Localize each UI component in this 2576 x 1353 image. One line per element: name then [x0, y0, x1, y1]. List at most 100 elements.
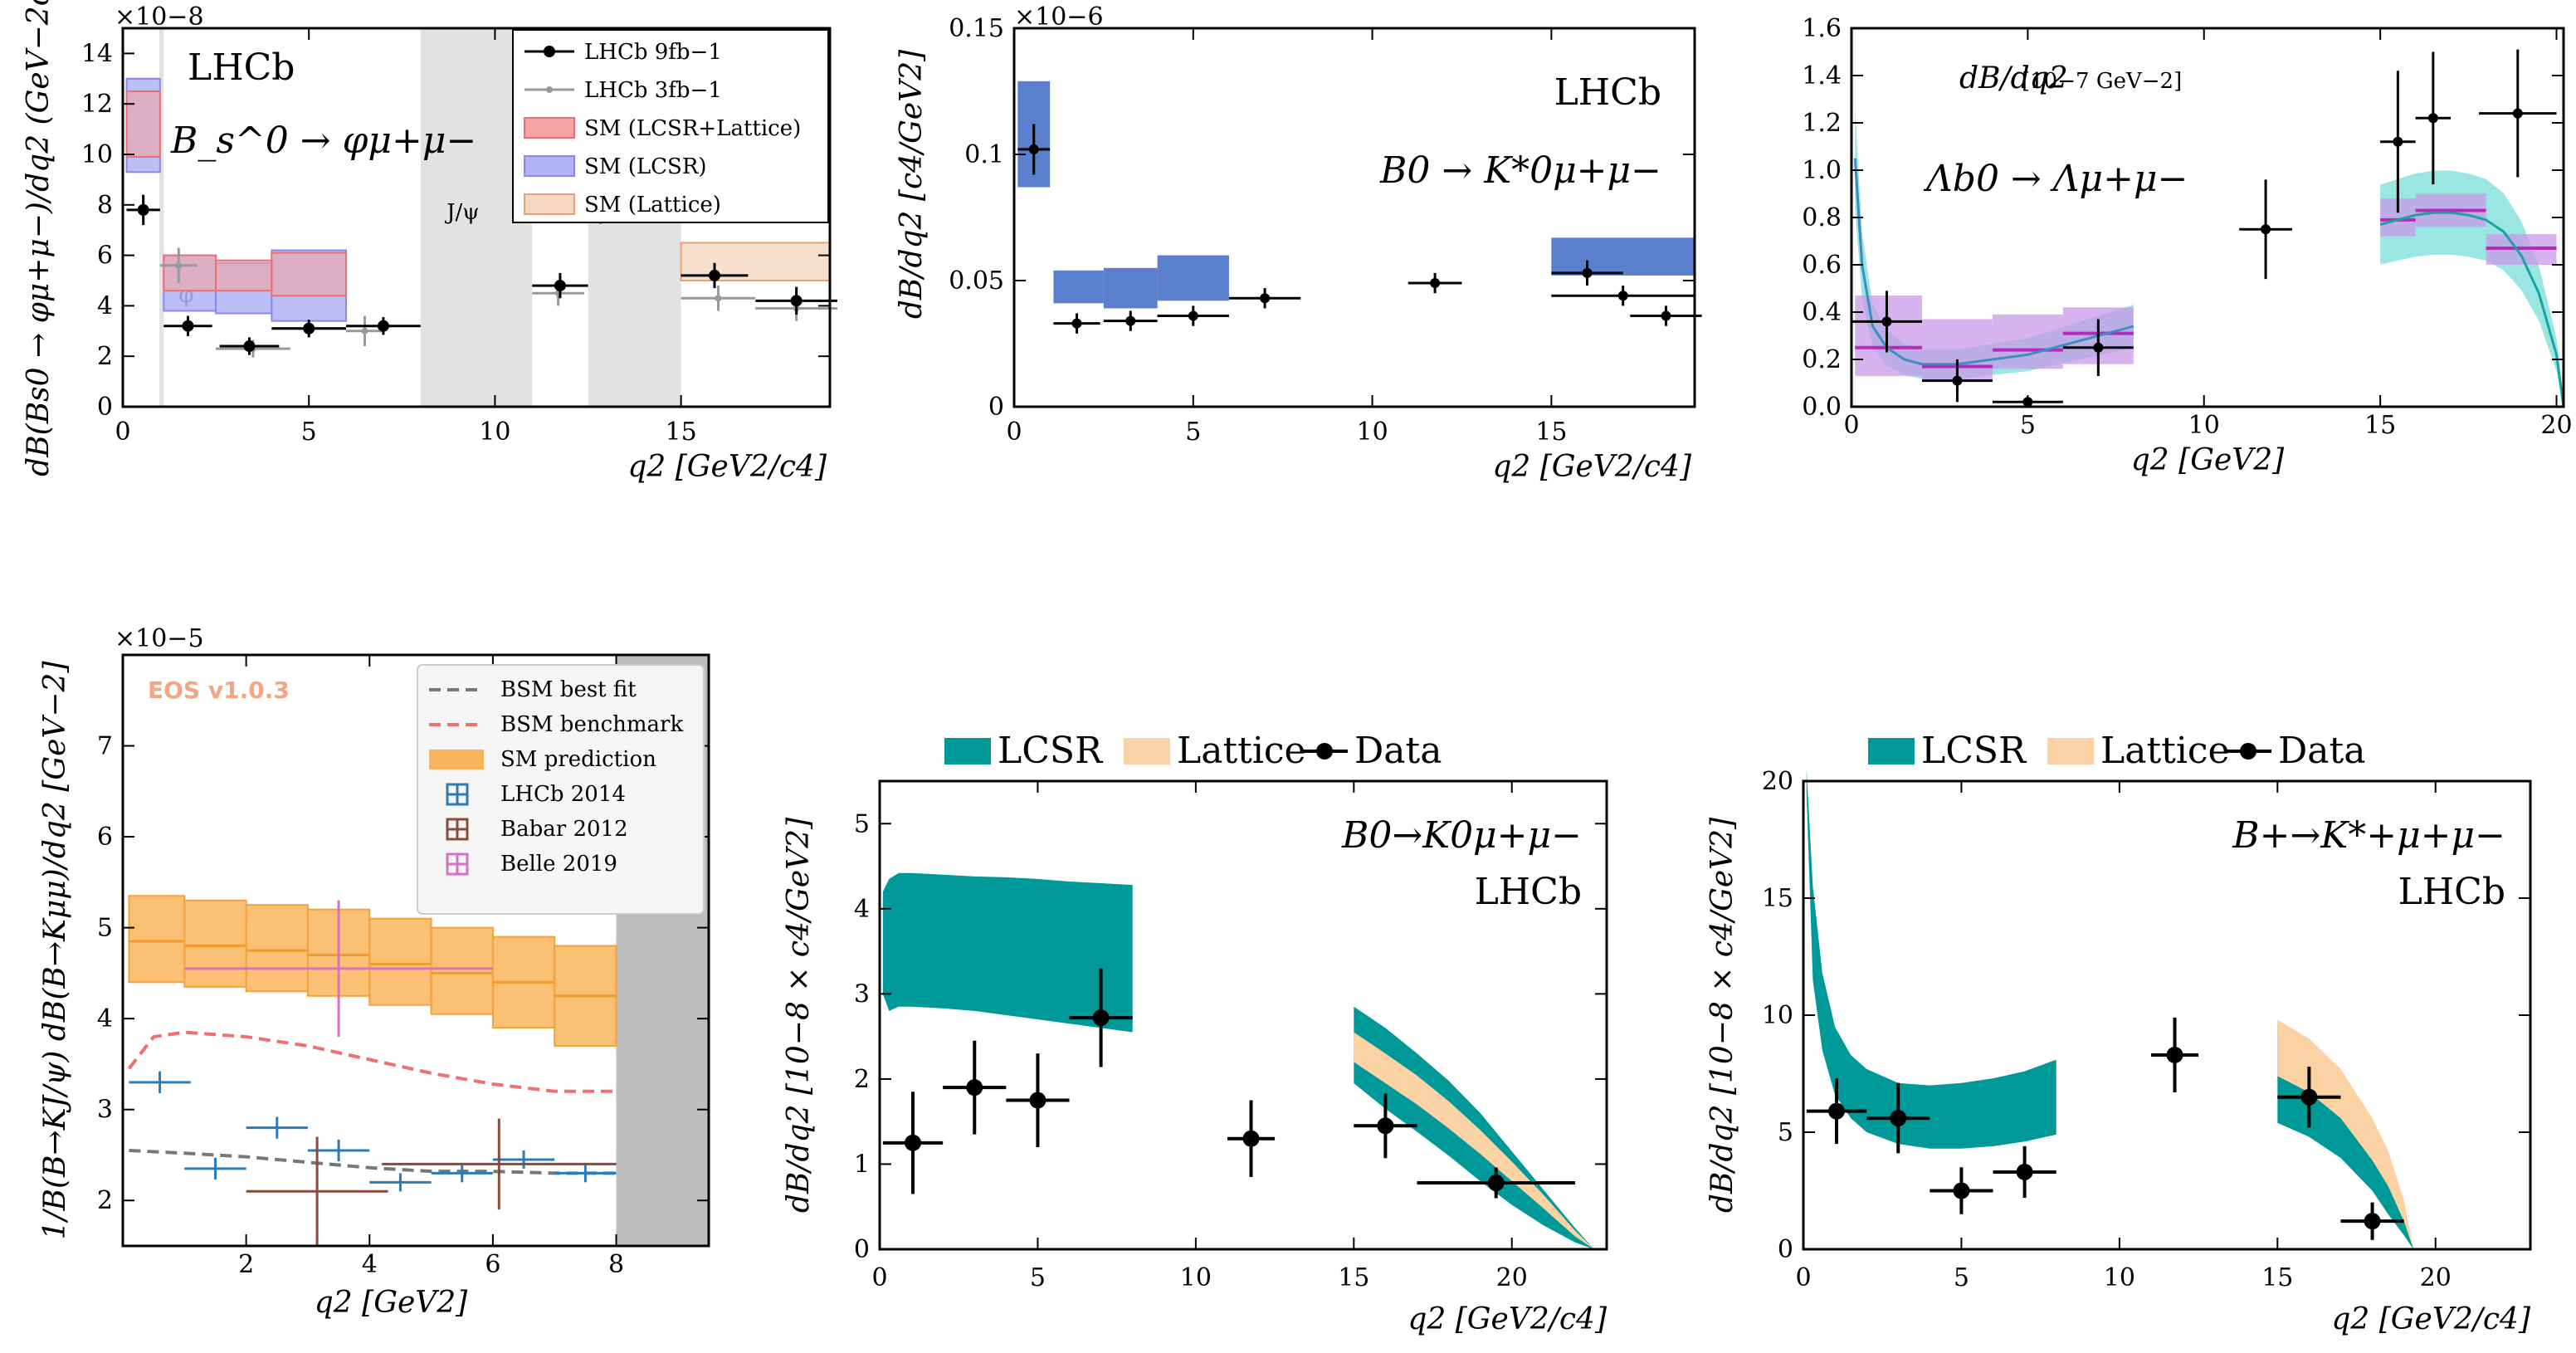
y-tick-label: 0.0	[1802, 393, 1842, 422]
bsm-bestfit-curve	[129, 1148, 617, 1175]
plot-frame	[878, 779, 1608, 1251]
y-tick-label: 1.4	[1802, 61, 1842, 90]
ylabel-fraction: dB/dq2	[1959, 61, 2068, 95]
sm-bin	[245, 904, 309, 993]
legend-entry: BSM benchmark	[500, 712, 683, 737]
legend-swatch	[429, 750, 484, 769]
legend-entry: SM prediction	[500, 747, 656, 772]
data-point-marker	[1953, 1182, 1970, 1199]
x-tick-label: 15	[2364, 411, 2396, 440]
chart-lb-lmumu: 0 5 10 15 20 0.0 0.2 0.4 0.6 0.8 1.0 1.2 1.4 1.6 dB/dq…	[1802, 14, 2572, 477]
y-tick-label: 20	[1762, 767, 1793, 796]
legend-entry: Data	[2278, 730, 2365, 772]
y-tick-label: 10	[81, 140, 113, 169]
band-sm-combined	[163, 254, 217, 292]
plot-frame	[121, 27, 832, 408]
x-tick-label: 20	[2420, 1263, 2452, 1292]
ylabel-unit: [10−7 GeV−2]	[2022, 69, 2182, 94]
data-point-marker	[1952, 375, 1963, 386]
y-axis-label: dB/dq2 [c4/GeV2]	[895, 49, 929, 319]
x-tick-label: 15	[666, 418, 697, 447]
y-tick-label: 5	[97, 914, 113, 943]
legend-swatch	[524, 155, 575, 177]
data-point-marker	[2427, 113, 2438, 124]
y-tick-label: 0.6	[1802, 251, 1842, 280]
sm-bin	[368, 917, 432, 1006]
lcsr-band-low	[882, 872, 1133, 1033]
y-tick-label: 5	[1778, 1118, 1793, 1147]
y-tick-label: 6	[97, 242, 113, 271]
band-sm	[1103, 267, 1158, 309]
x-tick-label: 5	[2020, 411, 2036, 440]
sm-bin	[430, 926, 494, 1015]
data-point-marker	[2364, 1213, 2381, 1230]
y-tick-label: 4	[97, 1004, 113, 1033]
legend-entry: SM (Lattice)	[584, 193, 721, 217]
y-tick-label: 1.0	[1802, 156, 1842, 185]
lcsr-band-low	[1806, 769, 2056, 1149]
x-tick-label: 0	[1795, 1263, 1811, 1292]
y-axis-label: dB/dq2 [10−8 × c4/GeV2]	[782, 817, 816, 1213]
x-tick-label: 10	[1180, 1263, 1212, 1292]
y-tick-label: 7	[97, 732, 113, 761]
x-tick-label: 10	[2104, 1263, 2135, 1292]
x-tick-label: 6	[485, 1250, 500, 1279]
x-axis-label: q2 [GeV2/c4]	[2331, 1302, 2531, 1336]
legend-swatch-lcsr	[944, 738, 991, 764]
lattice-band	[1354, 1032, 1594, 1249]
legend-entry: LHCb 9fb−1	[584, 40, 722, 65]
plot-frame	[1012, 27, 1696, 408]
x-tick-label: 20	[2540, 411, 2572, 440]
x-tick-label: 15	[1338, 1263, 1369, 1292]
data-point-marker	[1890, 1110, 1907, 1127]
data-point-marker	[2393, 136, 2403, 147]
y-tick-label: 10	[1762, 1001, 1793, 1030]
data-point-marker	[1430, 278, 1441, 289]
band-sm-lattice	[680, 242, 832, 281]
x-tick-label: 10	[479, 418, 510, 447]
data-point-marker	[1881, 316, 1892, 327]
legend-swatch	[524, 117, 575, 139]
x-axis-label: q2 [GeV2]	[315, 1286, 468, 1320]
data-point-marker	[1377, 1117, 1394, 1135]
y-tick-label: 0.8	[1802, 203, 1842, 232]
lattice-bin	[1992, 314, 2063, 369]
data-point-marker	[1242, 1130, 1260, 1147]
point-lhcb9-marker	[377, 320, 389, 332]
y-tick-label: 6	[97, 823, 113, 852]
data-point-marker	[1029, 1092, 1046, 1109]
x-tick-label: 8	[608, 1250, 624, 1279]
legend-entry: SM (LCSR+Lattice)	[584, 116, 801, 141]
legend-entry: LHCb 2014	[500, 782, 626, 807]
sm-bin	[128, 895, 186, 984]
point-lhcb9-marker	[243, 340, 256, 353]
y-tick-label: 0	[97, 393, 113, 422]
band-sm	[1157, 255, 1229, 301]
y-tick-label: 0.15	[949, 14, 1004, 43]
veto-region	[159, 28, 164, 407]
data-point-marker	[1260, 293, 1271, 304]
y-axis-label: dB/dq2 [10−8 × c4/GeV2]	[1705, 817, 1739, 1213]
legend-entry: Babar 2012	[500, 817, 628, 842]
legend-entry: LCSR	[998, 730, 1104, 772]
lattice-band	[2277, 1019, 2414, 1249]
legend-entry: SM (LCSR)	[584, 154, 707, 179]
data-point-marker	[2300, 1088, 2318, 1106]
decay-title: B+→K*+μ+μ−	[2232, 814, 2505, 857]
data-point-marker	[966, 1079, 983, 1097]
point-lhcb9-marker	[708, 269, 720, 281]
x-tick-label: 15	[2261, 1263, 2293, 1292]
x-axis-label: q2 [GeV2/c4]	[1408, 1302, 1608, 1336]
band-sm-combined	[271, 252, 348, 297]
data-point-marker	[1125, 315, 1136, 326]
legend-entry: Lattice	[2100, 730, 2230, 772]
chart-bp-kstpmumu: 0 5 10 15 20 0 5 10 15 20 B+→K*+μ+μ− LHCb q2 [GeV2/c…	[1705, 730, 2532, 1336]
lhcb-label: LHCb	[2398, 871, 2505, 913]
y-exponent: ×10−8	[115, 2, 204, 32]
x-tick-label: 5	[1030, 1263, 1046, 1292]
legend-dot	[544, 46, 555, 57]
legend-swatch-lattice	[1124, 738, 1170, 764]
y-exponent: ×10−6	[1014, 2, 1104, 32]
x-tick-label: 10	[1356, 418, 1388, 447]
band-sm-combined	[125, 90, 161, 159]
